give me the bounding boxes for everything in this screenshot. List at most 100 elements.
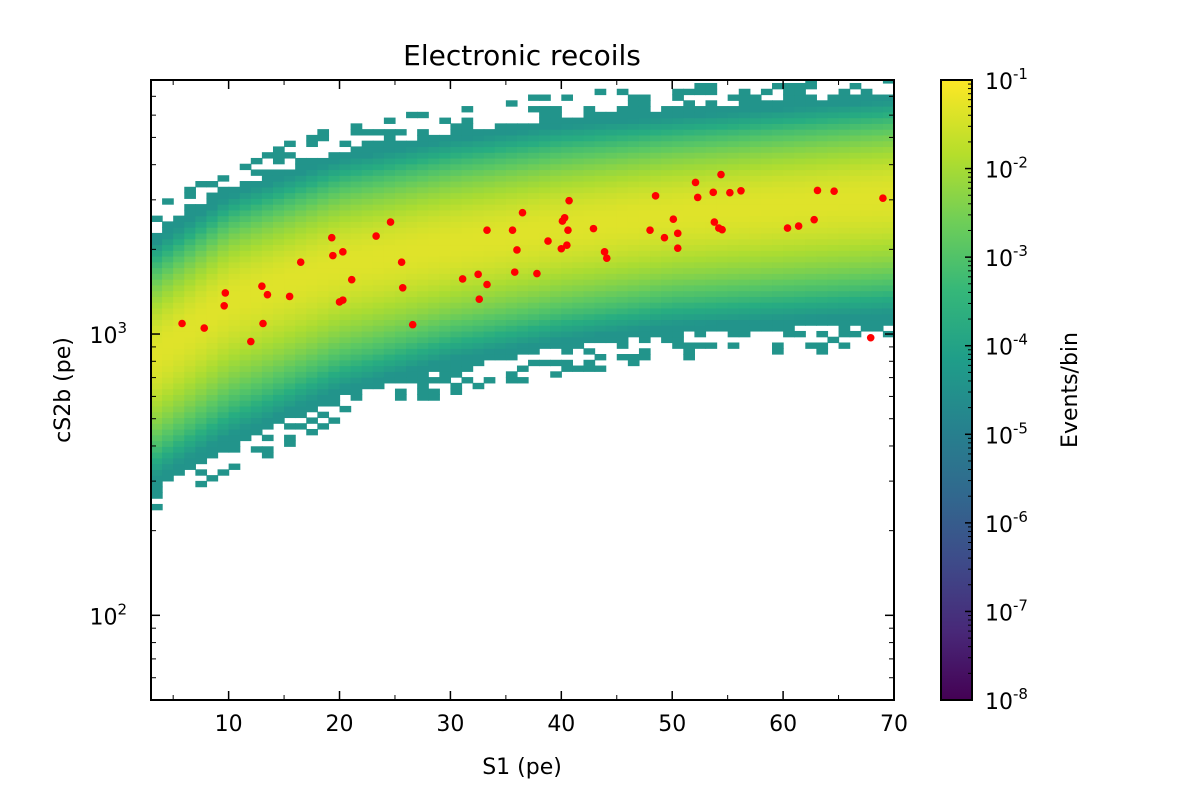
heatmap-cell (539, 307, 551, 315)
heatmap-cell (505, 319, 518, 326)
heatmap-cell (295, 284, 307, 292)
heatmap-cell (838, 290, 851, 297)
heatmap-cell (195, 382, 208, 390)
heatmap-cell (838, 255, 851, 263)
heatmap-cell (650, 325, 662, 332)
heatmap-cell (195, 319, 208, 326)
heatmap-cell (239, 284, 252, 292)
heatmap-cell (616, 302, 629, 309)
heatmap-cell (705, 273, 718, 280)
heatmap-cell (339, 325, 352, 332)
heatmap-cell (561, 290, 573, 297)
heatmap-cell (184, 313, 196, 321)
heatmap-cell (505, 342, 518, 349)
heatmap-cell (184, 428, 196, 436)
heatmap-cell (295, 169, 307, 176)
heatmap-cell (261, 169, 274, 176)
heatmap-cell (816, 238, 829, 246)
heatmap-cell (627, 215, 640, 222)
heatmap-cell (605, 279, 618, 286)
heatmap-cell (417, 267, 429, 274)
heatmap-cell (672, 181, 684, 188)
heatmap-cell (749, 261, 762, 269)
heatmap-cell (217, 365, 230, 372)
heatmap-cell (228, 365, 241, 372)
heatmap-cell (794, 175, 806, 182)
heatmap-cell (528, 319, 540, 326)
heatmap-cell (272, 157, 285, 165)
heatmap-cell (605, 250, 618, 257)
heatmap-cell (228, 198, 241, 205)
heatmap-cell (838, 198, 851, 205)
heatmap-cell (250, 405, 263, 413)
colorbar-ticks: 10-110-210-310-410-510-610-710-8 (965, 65, 1028, 715)
heatmap-cell (461, 181, 474, 188)
heatmap-cell (284, 284, 296, 292)
heatmap-cell (239, 181, 252, 188)
scatter-point (483, 226, 491, 234)
heatmap-cell (749, 111, 762, 119)
heatmap-cell (461, 106, 474, 113)
heatmap-cell (716, 146, 729, 153)
heatmap-cell (749, 209, 762, 217)
heatmap-cell (261, 221, 274, 228)
heatmap-cell (727, 290, 740, 297)
heatmap-cell (827, 209, 840, 217)
heatmap-cell (284, 434, 296, 442)
heatmap-cell (738, 273, 751, 280)
heatmap-cell (650, 134, 662, 142)
heatmap-cell (361, 198, 374, 205)
heatmap-cell (505, 146, 518, 153)
heatmap-cell (494, 169, 507, 176)
heatmap-cell (306, 394, 318, 401)
heatmap-cell (162, 267, 174, 274)
heatmap-cell (683, 290, 695, 297)
heatmap-cell (849, 227, 862, 234)
heatmap-cell (295, 382, 307, 390)
heatmap-cell (627, 302, 640, 309)
heatmap-cell (195, 348, 208, 355)
heatmap-cell (439, 296, 452, 303)
heatmap-cell (638, 232, 651, 240)
heatmap-cell (494, 342, 507, 349)
heatmap-cell (450, 146, 463, 153)
heatmap-cell (650, 307, 662, 315)
heatmap-cell (317, 204, 330, 211)
heatmap-cell (306, 400, 318, 407)
heatmap-cell (572, 181, 585, 188)
heatmap-cell (250, 255, 263, 263)
heatmap-cell (217, 382, 230, 390)
heatmap-cell (295, 388, 307, 395)
heatmap-cell (849, 232, 862, 240)
heatmap-cell (561, 117, 573, 124)
heatmap-cell (239, 198, 252, 205)
heatmap-cell (450, 325, 463, 332)
heatmap-cell (716, 175, 729, 182)
heatmap-cell (472, 169, 485, 176)
heatmap-cell (450, 181, 463, 188)
heatmap-cell (461, 215, 474, 222)
heatmap-cell (361, 302, 374, 309)
heatmap-cell (439, 169, 452, 176)
heatmap-cell (383, 129, 396, 136)
heatmap-cell (206, 204, 219, 211)
heatmap-cell (261, 377, 274, 384)
heatmap-cell (838, 88, 851, 96)
heatmap-cell (239, 290, 252, 297)
heatmap-cell (494, 348, 507, 355)
heatmap-cell (627, 209, 640, 217)
heatmap-cell (528, 140, 540, 148)
heatmap-cell (738, 284, 751, 292)
heatmap-cell (350, 221, 363, 228)
heatmap-cell (350, 238, 363, 246)
heatmap-cell (871, 117, 884, 124)
heatmap-cell (572, 123, 585, 130)
heatmap-cell (871, 204, 884, 211)
heatmap-cell (272, 290, 285, 297)
heatmap-cell (406, 146, 418, 153)
heatmap-cell (383, 157, 396, 165)
heatmap-cell (505, 221, 518, 228)
heatmap-cell (882, 80, 894, 84)
heatmap-cell (350, 123, 363, 130)
heatmap-cell (594, 192, 607, 199)
